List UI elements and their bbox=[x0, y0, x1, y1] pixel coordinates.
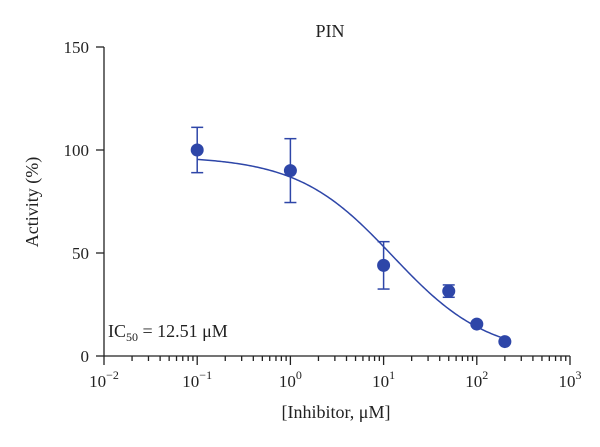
x-tick-label: 100 bbox=[279, 368, 302, 391]
data-point bbox=[283, 164, 297, 178]
y-tick-label: 100 bbox=[64, 141, 90, 160]
y-tick-label: 150 bbox=[64, 38, 90, 57]
x-tick-label: 101 bbox=[372, 368, 395, 391]
x-axis-label: [Inhibitor, μM] bbox=[282, 402, 391, 422]
error-bars bbox=[191, 126, 455, 299]
data-point bbox=[190, 143, 204, 157]
y-tick-label: 0 bbox=[81, 347, 90, 366]
ic50-annotation: IC50 = 12.51 μM bbox=[108, 321, 228, 344]
x-tick-label: 102 bbox=[465, 368, 488, 391]
data-point bbox=[442, 284, 456, 298]
x-tick-label: 10−2 bbox=[89, 368, 119, 391]
chart-title: PIN bbox=[315, 21, 344, 41]
y-tick-label: 50 bbox=[72, 244, 89, 263]
x-tick-label: 10−1 bbox=[182, 368, 212, 391]
data-point bbox=[470, 317, 484, 331]
data-points bbox=[190, 143, 512, 349]
fit-curve bbox=[197, 158, 506, 340]
y-axis-ticks: 0 50 100 150 bbox=[64, 38, 104, 366]
x-tick-label: 103 bbox=[559, 368, 582, 391]
y-axis-label: Activity (%) bbox=[22, 157, 43, 247]
ic50-annotation-prefix: IC bbox=[108, 321, 126, 341]
ic50-annotation-value: = 12.51 μM bbox=[138, 321, 228, 341]
data-point bbox=[377, 258, 391, 272]
data-point bbox=[498, 335, 512, 349]
ic50-annotation-subscript: 50 bbox=[126, 330, 138, 344]
x-axis-ticks: 10−2 10−1 100 101 102 103 bbox=[89, 356, 582, 391]
